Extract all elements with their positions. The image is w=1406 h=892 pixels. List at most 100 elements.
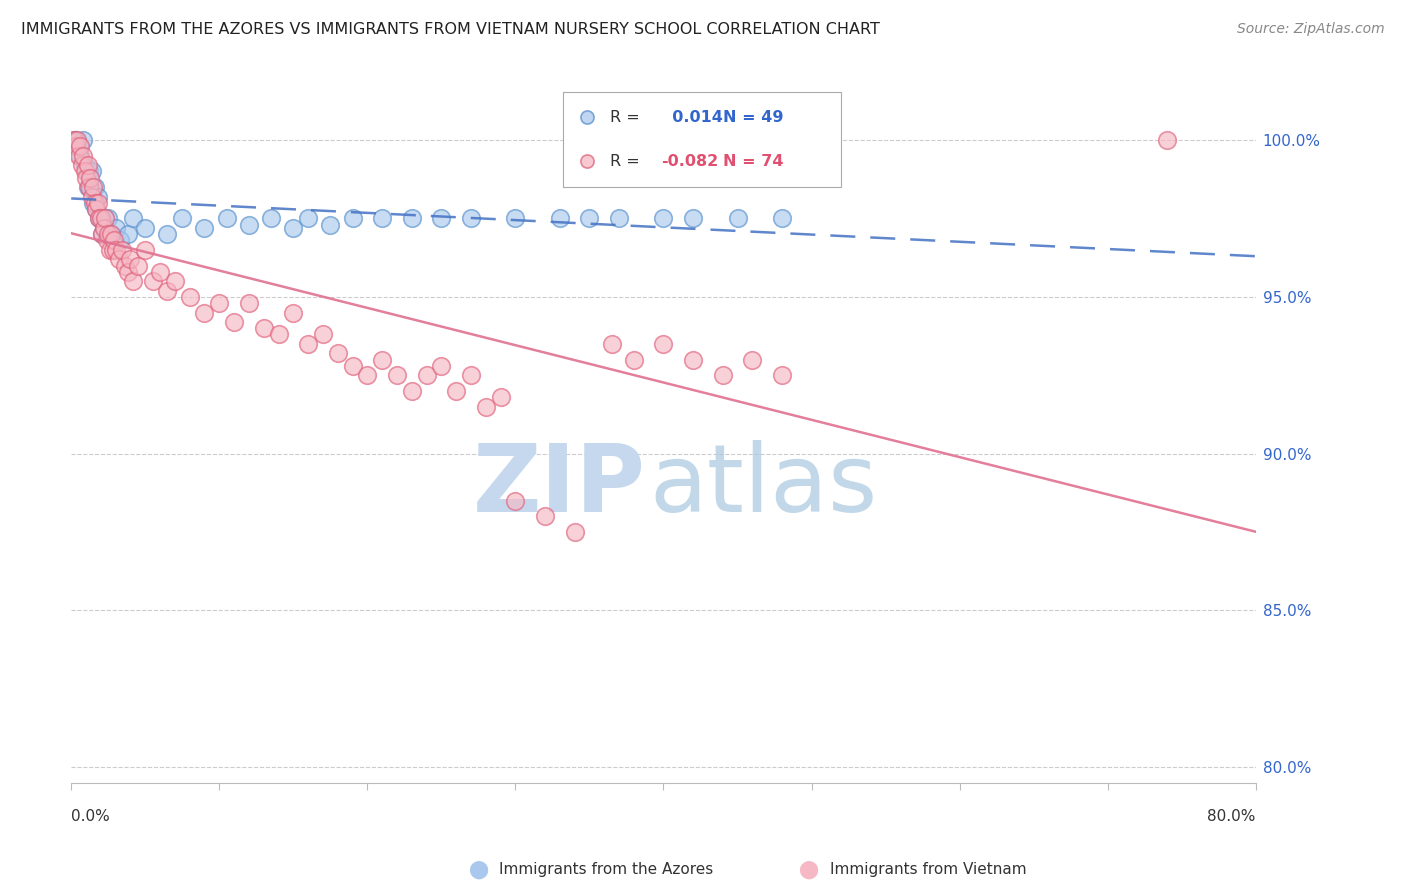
Point: [297, 337, 319, 351]
Point: [97, 211, 120, 226]
Point: [73, 158, 96, 172]
Point: [101, 243, 124, 257]
Point: [741, 352, 763, 367]
Point: [430, 211, 453, 226]
Point: [72, 149, 94, 163]
Text: R =: R =: [610, 110, 640, 125]
Text: ⬤: ⬤: [468, 861, 488, 879]
Point: [63, 133, 86, 147]
Point: [65, 139, 87, 153]
Point: [93, 220, 115, 235]
Point: [253, 321, 276, 335]
Point: [69, 139, 91, 153]
Point: [66, 133, 89, 147]
Point: [93, 220, 115, 235]
Point: [283, 305, 305, 319]
Text: Immigrants from the Azores: Immigrants from the Azores: [499, 863, 713, 877]
Point: [238, 296, 260, 310]
Point: [260, 211, 283, 226]
Point: [87, 189, 110, 203]
Point: [770, 211, 793, 226]
Point: [90, 211, 112, 226]
Point: [652, 337, 675, 351]
Point: [100, 227, 122, 242]
Point: [342, 211, 364, 226]
Point: [444, 384, 467, 398]
Point: [73, 164, 96, 178]
Point: [76, 158, 98, 172]
Point: [415, 368, 437, 383]
Point: [224, 315, 246, 329]
Point: [89, 211, 111, 226]
Point: [356, 368, 378, 383]
Point: [120, 252, 142, 267]
Point: [127, 259, 149, 273]
Point: [208, 296, 231, 310]
Point: [82, 195, 104, 210]
Point: [163, 274, 186, 288]
Point: [96, 234, 118, 248]
Point: [98, 243, 121, 257]
Point: [430, 359, 453, 373]
Point: [134, 243, 156, 257]
Point: [122, 274, 145, 288]
Point: [79, 180, 101, 194]
Point: [460, 368, 482, 383]
Text: ⬤: ⬤: [799, 861, 818, 879]
Point: [90, 211, 112, 226]
Point: [267, 327, 290, 342]
Point: [87, 195, 110, 210]
Point: [215, 211, 238, 226]
Point: [607, 211, 630, 226]
Point: [578, 211, 600, 226]
Point: [76, 180, 98, 194]
Point: [97, 227, 120, 242]
Text: 80.0%: 80.0%: [1208, 810, 1256, 824]
Point: [67, 149, 90, 163]
Point: [75, 164, 97, 178]
Point: [319, 218, 342, 232]
Point: [489, 390, 512, 404]
Point: [114, 259, 136, 273]
Point: [80, 164, 103, 178]
Point: [179, 290, 201, 304]
Point: [283, 220, 305, 235]
Point: [371, 211, 394, 226]
Point: [297, 211, 319, 226]
Point: [156, 284, 179, 298]
Point: [79, 170, 101, 185]
Point: [117, 227, 139, 242]
Point: [103, 234, 125, 248]
Point: [80, 189, 103, 203]
Point: [86, 202, 108, 216]
Point: [342, 359, 364, 373]
Point: [326, 346, 349, 360]
Point: [682, 211, 704, 226]
Point: [63, 133, 86, 147]
Point: [156, 227, 179, 242]
Text: 0.014: 0.014: [661, 110, 723, 125]
Point: [65, 133, 87, 147]
Point: [110, 243, 132, 257]
Text: atlas: atlas: [650, 441, 877, 533]
Text: N = 49: N = 49: [723, 110, 783, 125]
Point: [82, 180, 104, 194]
Point: [770, 368, 793, 383]
Text: -0.082: -0.082: [661, 153, 718, 169]
Point: [104, 220, 127, 235]
Point: [564, 524, 586, 539]
Point: [371, 352, 394, 367]
Point: [682, 352, 704, 367]
Point: [1156, 133, 1178, 147]
Text: IMMIGRANTS FROM THE AZORES VS IMMIGRANTS FROM VIETNAM NURSERY SCHOOL CORRELATION: IMMIGRANTS FROM THE AZORES VS IMMIGRANTS…: [21, 22, 880, 37]
Point: [91, 227, 114, 242]
Point: [89, 211, 111, 226]
Point: [460, 211, 482, 226]
Point: [91, 227, 114, 242]
Point: [84, 180, 107, 194]
Point: [94, 211, 117, 226]
Point: [84, 195, 107, 210]
Point: [142, 274, 165, 288]
Point: [505, 493, 527, 508]
Point: [172, 211, 194, 226]
